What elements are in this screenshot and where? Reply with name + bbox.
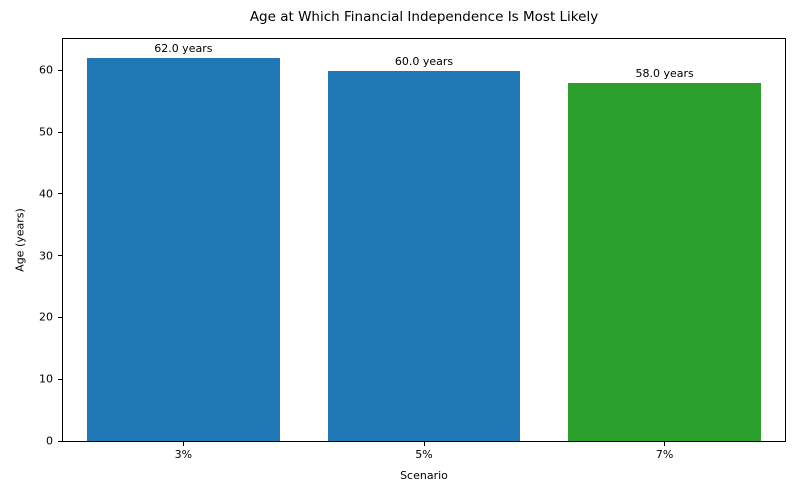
y-tick-mark xyxy=(58,193,62,195)
bar-5% xyxy=(327,70,521,441)
x-tick-label: 5% xyxy=(415,448,433,461)
y-tick-label: 40 xyxy=(39,187,53,201)
bar-value-label: 58.0 years xyxy=(635,66,694,80)
y-tick-label: 10 xyxy=(39,372,53,386)
y-axis-label: Age (years) xyxy=(13,208,27,272)
y-tick-label: 60 xyxy=(39,63,53,77)
chart-title: Age at Which Financial Independence Is M… xyxy=(249,9,599,25)
y-tick-label: 50 xyxy=(39,125,53,139)
bar-7% xyxy=(568,82,761,441)
x-tick-mark xyxy=(182,442,184,446)
plot-area: 62.0 years 60.0 years 58.0 years xyxy=(62,38,786,442)
x-axis-label: Scenario xyxy=(400,469,448,482)
y-tick-mark xyxy=(58,378,62,380)
x-tick-mark xyxy=(664,442,666,446)
bar-value-label: 62.0 years xyxy=(154,42,213,56)
x-tick-mark xyxy=(423,442,425,446)
x-axis-ticks: 3% 5% 7% xyxy=(62,442,786,472)
y-axis-ticks: 0 10 20 30 40 50 60 xyxy=(0,38,62,448)
y-tick-label: 0 xyxy=(46,434,53,448)
y-tick-mark xyxy=(58,69,62,71)
y-tick-label: 30 xyxy=(39,249,53,263)
x-tick-label: 3% xyxy=(174,448,193,461)
bar-3% xyxy=(87,58,280,441)
y-tick-mark xyxy=(58,316,62,318)
y-tick-mark xyxy=(58,440,62,442)
bar-value-label: 60.0 years xyxy=(394,54,454,68)
y-tick-label: 20 xyxy=(39,310,53,324)
y-tick-mark xyxy=(58,255,62,257)
x-tick-label: 7% xyxy=(655,448,674,461)
y-tick-mark xyxy=(58,131,62,133)
